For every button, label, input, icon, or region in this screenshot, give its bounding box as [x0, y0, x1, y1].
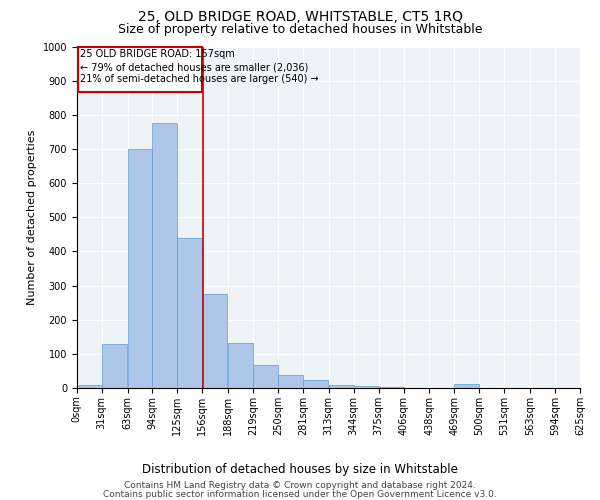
- Bar: [228, 342, 253, 388]
- Bar: [354, 386, 379, 388]
- Bar: [329, 384, 354, 388]
- Bar: [102, 344, 127, 388]
- Bar: [303, 380, 328, 388]
- Text: 25 OLD BRIDGE ROAD: 157sqm: 25 OLD BRIDGE ROAD: 157sqm: [80, 49, 235, 59]
- FancyBboxPatch shape: [77, 46, 202, 92]
- Bar: [278, 375, 303, 388]
- Text: 21% of semi-detached houses are larger (540) →: 21% of semi-detached houses are larger (…: [80, 74, 319, 84]
- Bar: [128, 149, 152, 388]
- Y-axis label: Number of detached properties: Number of detached properties: [27, 130, 37, 305]
- Bar: [178, 238, 202, 388]
- Bar: [202, 294, 227, 388]
- Text: Size of property relative to detached houses in Whitstable: Size of property relative to detached ho…: [118, 22, 482, 36]
- Text: Contains public sector information licensed under the Open Government Licence v3: Contains public sector information licen…: [103, 490, 497, 499]
- Text: Contains HM Land Registry data © Crown copyright and database right 2024.: Contains HM Land Registry data © Crown c…: [124, 481, 476, 490]
- Bar: [253, 365, 278, 388]
- Bar: [77, 386, 102, 388]
- Text: ← 79% of detached houses are smaller (2,036): ← 79% of detached houses are smaller (2,…: [80, 62, 308, 72]
- Text: 25, OLD BRIDGE ROAD, WHITSTABLE, CT5 1RQ: 25, OLD BRIDGE ROAD, WHITSTABLE, CT5 1RQ: [137, 10, 463, 24]
- Bar: [152, 124, 178, 388]
- Bar: [454, 384, 479, 388]
- Text: Distribution of detached houses by size in Whitstable: Distribution of detached houses by size …: [142, 462, 458, 475]
